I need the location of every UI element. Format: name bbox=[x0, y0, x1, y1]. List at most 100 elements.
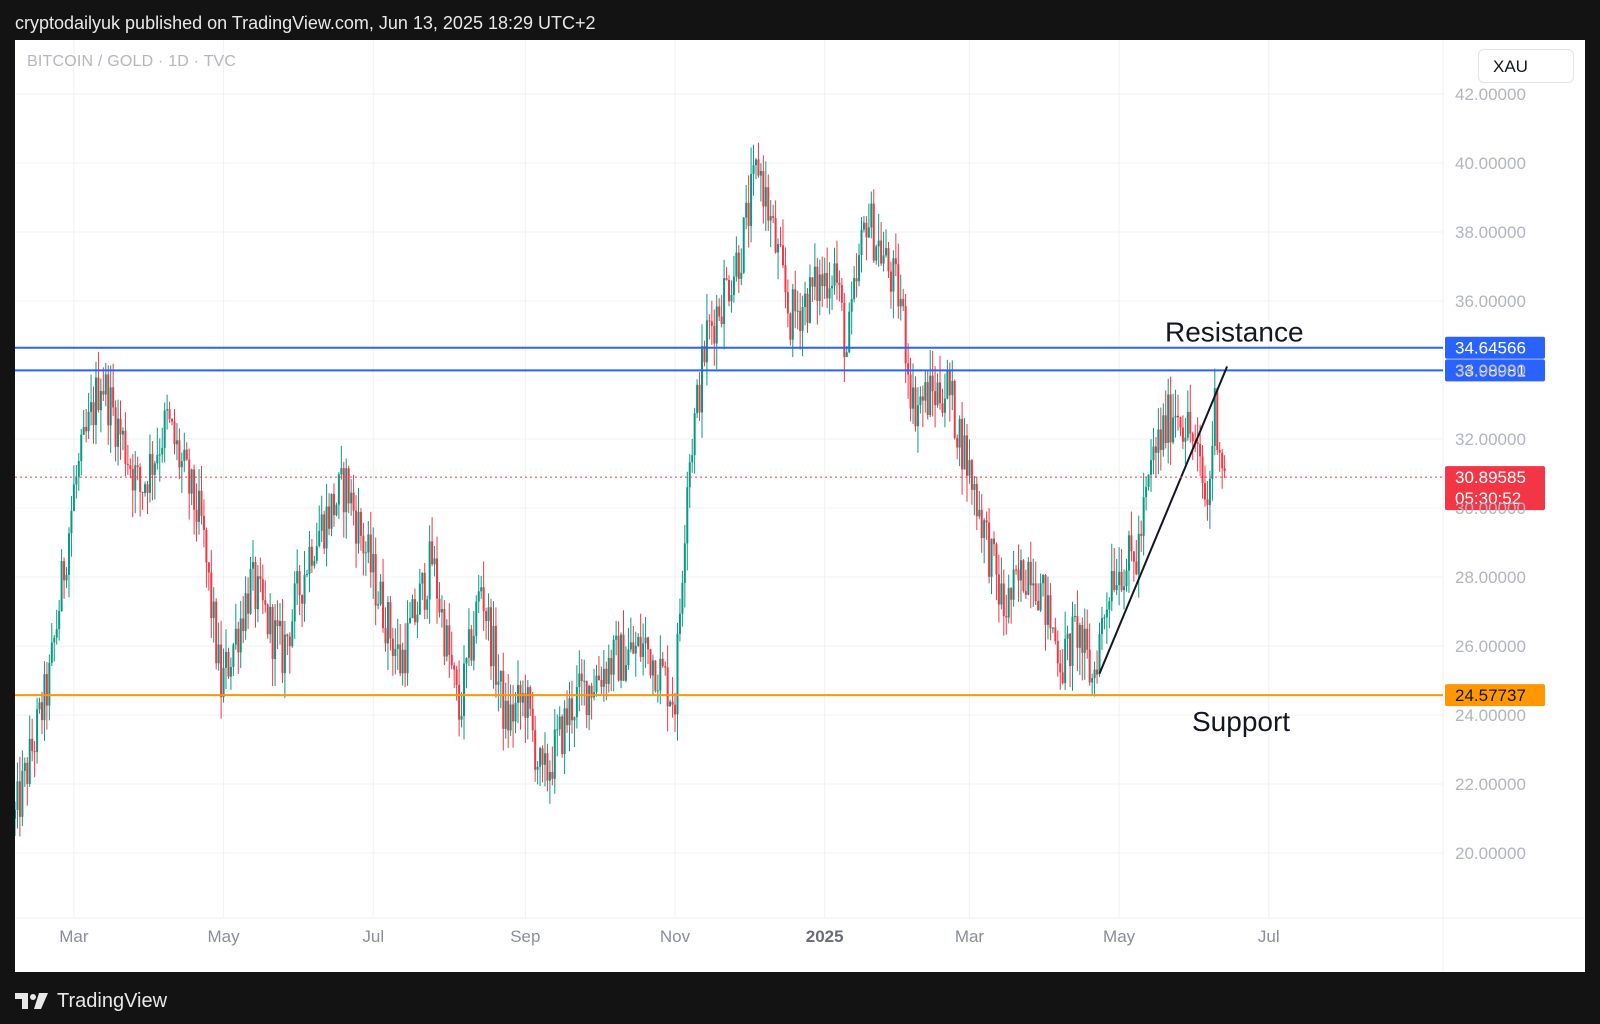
candle-body bbox=[315, 546, 318, 561]
candle-body bbox=[450, 654, 453, 666]
candle-body bbox=[588, 685, 591, 716]
candle-body bbox=[445, 625, 448, 657]
candle-body bbox=[1086, 628, 1089, 650]
candle-body bbox=[433, 558, 436, 565]
candle-body bbox=[332, 493, 335, 516]
candle-body bbox=[843, 303, 846, 358]
candle-body bbox=[298, 571, 301, 596]
candle-body bbox=[485, 611, 488, 621]
candle-body bbox=[43, 674, 46, 721]
candle-body bbox=[288, 636, 291, 647]
candle-body bbox=[1108, 601, 1111, 610]
candle-body bbox=[1115, 585, 1118, 591]
candle-body bbox=[1039, 583, 1042, 611]
candle-body bbox=[725, 278, 728, 281]
candle-body bbox=[146, 484, 149, 493]
candle-body bbox=[266, 604, 269, 635]
candle-body bbox=[983, 520, 986, 539]
candle-body bbox=[1164, 415, 1167, 443]
candle-body bbox=[254, 562, 257, 610]
candle-body bbox=[1213, 388, 1216, 446]
candle-body bbox=[173, 421, 176, 445]
candle-body bbox=[114, 407, 117, 447]
candle-body bbox=[882, 255, 885, 264]
currency-button[interactable]: XAU bbox=[1478, 49, 1574, 83]
trendline[interactable] bbox=[1098, 366, 1229, 674]
candle-body bbox=[1221, 452, 1224, 469]
candle-body bbox=[372, 553, 375, 573]
price-chart[interactable]: 34.64566 33.98981 24.57737 Resistance Suppor… bbox=[15, 40, 1585, 972]
candle-body bbox=[271, 606, 274, 660]
candle-body bbox=[710, 321, 713, 326]
candle-body bbox=[850, 299, 853, 312]
candle-body bbox=[325, 506, 328, 549]
candle-body bbox=[521, 693, 524, 703]
candle-body bbox=[278, 620, 281, 627]
candle-body bbox=[970, 460, 973, 490]
candle-body bbox=[308, 546, 311, 574]
candle-body bbox=[364, 552, 367, 554]
candle-body bbox=[310, 546, 313, 566]
candle-body bbox=[198, 490, 201, 522]
y-tick-label: 34.00000 bbox=[1455, 361, 1526, 380]
candle-body bbox=[894, 258, 897, 265]
candle-body bbox=[90, 402, 93, 412]
footer-branding: TradingView bbox=[15, 986, 167, 1016]
candle-body bbox=[438, 598, 441, 613]
candle-body bbox=[835, 263, 838, 283]
candle-body bbox=[1083, 628, 1086, 653]
candle-body bbox=[21, 770, 24, 817]
candle-body bbox=[16, 781, 19, 810]
candle-body bbox=[899, 298, 902, 307]
candle-body bbox=[885, 248, 888, 256]
candle-body bbox=[914, 387, 917, 427]
candle-body bbox=[359, 512, 362, 536]
candle-body bbox=[799, 310, 802, 331]
candle-body bbox=[1002, 583, 1005, 617]
y-tick-label: 42.00000 bbox=[1455, 85, 1526, 104]
candle-body bbox=[1073, 616, 1076, 618]
candle-body bbox=[610, 657, 613, 675]
candle-body bbox=[467, 629, 470, 658]
candle-body bbox=[791, 289, 794, 340]
candle-body bbox=[973, 483, 976, 490]
candle-body bbox=[190, 469, 193, 494]
candle-body bbox=[664, 666, 667, 668]
candle-body bbox=[423, 572, 426, 610]
candle-body bbox=[740, 272, 743, 279]
candle-body bbox=[350, 492, 353, 504]
candle-body bbox=[688, 462, 691, 488]
candle-body bbox=[55, 629, 58, 638]
published-line: cryptodailyuk published on TradingView.c… bbox=[15, 13, 596, 33]
candle-body bbox=[737, 252, 740, 279]
chart-panel[interactable]: 34.64566 33.98981 24.57737 Resistance Suppor… bbox=[15, 40, 1585, 972]
candle-body bbox=[833, 263, 836, 286]
candle-body bbox=[860, 229, 863, 256]
candle-body bbox=[1081, 624, 1084, 653]
candle-body bbox=[1056, 641, 1059, 664]
candle-body bbox=[1130, 535, 1133, 552]
candle-body bbox=[612, 639, 615, 675]
candle-body bbox=[939, 382, 942, 404]
candle-body bbox=[1162, 415, 1165, 451]
candle-body bbox=[543, 753, 546, 765]
candle-body bbox=[659, 658, 662, 691]
candle-body bbox=[956, 437, 959, 448]
candle-body bbox=[784, 265, 787, 293]
candle-body bbox=[335, 504, 338, 516]
candle-body bbox=[293, 583, 296, 622]
candle-body bbox=[104, 374, 107, 395]
candle-body bbox=[745, 202, 748, 218]
candle-body bbox=[801, 307, 804, 331]
candle-body bbox=[980, 509, 983, 539]
candle-body bbox=[546, 753, 549, 781]
candle-body bbox=[1010, 588, 1013, 600]
candle-body bbox=[117, 418, 120, 447]
candle-body bbox=[666, 667, 669, 707]
candle-body bbox=[563, 708, 566, 755]
candle-body bbox=[1110, 571, 1113, 602]
candle-body bbox=[781, 245, 784, 266]
candle-body bbox=[249, 568, 252, 614]
candle-body bbox=[570, 698, 573, 721]
candle-body bbox=[40, 702, 43, 721]
